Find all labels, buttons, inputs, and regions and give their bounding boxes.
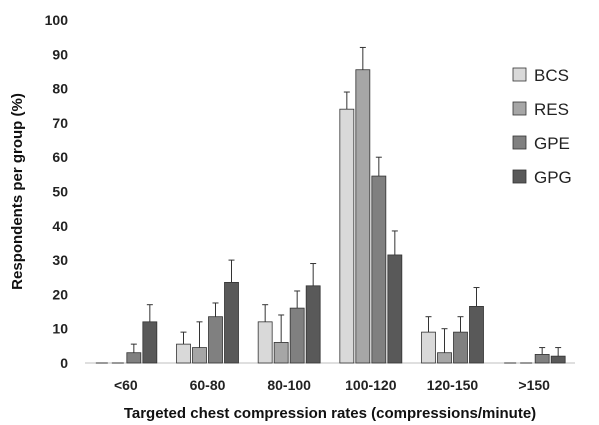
y-axis-ticks: 0 10 20 30 40 50 60 70 80 90 100 bbox=[45, 12, 69, 371]
bar-gpg bbox=[305, 285, 321, 364]
legend-label: GPG bbox=[534, 168, 572, 187]
y-tick-label: 20 bbox=[52, 286, 68, 302]
bar-bcs bbox=[339, 108, 355, 364]
bar-gpg bbox=[224, 281, 239, 364]
legend-swatch bbox=[512, 169, 527, 184]
bar-bcs bbox=[257, 321, 273, 364]
x-axis-title: Targeted chest compression rates (compre… bbox=[124, 405, 536, 422]
x-tick-label: 120-150 bbox=[427, 377, 479, 393]
legend-label: RES bbox=[534, 100, 569, 119]
bar-gpg bbox=[142, 321, 158, 364]
x-axis-ticks: <60 60-80 80-100 100-120 120-150 >150 bbox=[114, 377, 550, 393]
bar-res bbox=[192, 347, 207, 364]
bar-res bbox=[273, 342, 289, 364]
y-tick-label: 60 bbox=[52, 149, 68, 165]
bar-gpg bbox=[469, 306, 484, 364]
bar-gpe bbox=[289, 307, 305, 364]
x-tick-label: 100-120 bbox=[345, 377, 397, 393]
legend-swatch bbox=[512, 67, 527, 82]
legend-swatch bbox=[512, 101, 527, 116]
bars bbox=[95, 46, 566, 364]
y-tick-label: 0 bbox=[60, 355, 68, 371]
y-tick-label: 30 bbox=[52, 252, 68, 268]
legend-label: BCS bbox=[534, 66, 569, 85]
bar-bcs bbox=[421, 331, 436, 364]
y-tick-label: 100 bbox=[45, 12, 69, 28]
y-tick-label: 80 bbox=[52, 81, 68, 97]
legend-swatch bbox=[512, 135, 527, 150]
y-axis-title: Respondents per group (%) bbox=[9, 93, 26, 290]
bar-gpe bbox=[453, 331, 468, 364]
bar-gpg bbox=[387, 254, 403, 364]
x-tick-label: >150 bbox=[518, 377, 550, 393]
bar-res bbox=[355, 69, 371, 364]
bar-gpg bbox=[550, 355, 566, 364]
bar-gpe bbox=[126, 352, 142, 364]
legend: BCS RES GPE GPG bbox=[512, 66, 572, 187]
y-tick-label: 10 bbox=[52, 321, 68, 337]
bar-bcs bbox=[176, 343, 191, 364]
y-tick-label: 40 bbox=[52, 218, 68, 234]
bar-gpe bbox=[534, 354, 550, 364]
bar-gpe bbox=[208, 316, 223, 364]
y-tick-label: 70 bbox=[52, 115, 68, 131]
x-tick-label: 60-80 bbox=[190, 377, 226, 393]
x-tick-label: <60 bbox=[114, 377, 138, 393]
legend-label: GPE bbox=[534, 134, 570, 153]
bar-res bbox=[437, 352, 452, 364]
bar-gpe bbox=[371, 175, 387, 364]
y-tick-label: 90 bbox=[52, 46, 68, 62]
x-tick-label: 80-100 bbox=[267, 377, 311, 393]
y-tick-label: 50 bbox=[52, 184, 68, 200]
